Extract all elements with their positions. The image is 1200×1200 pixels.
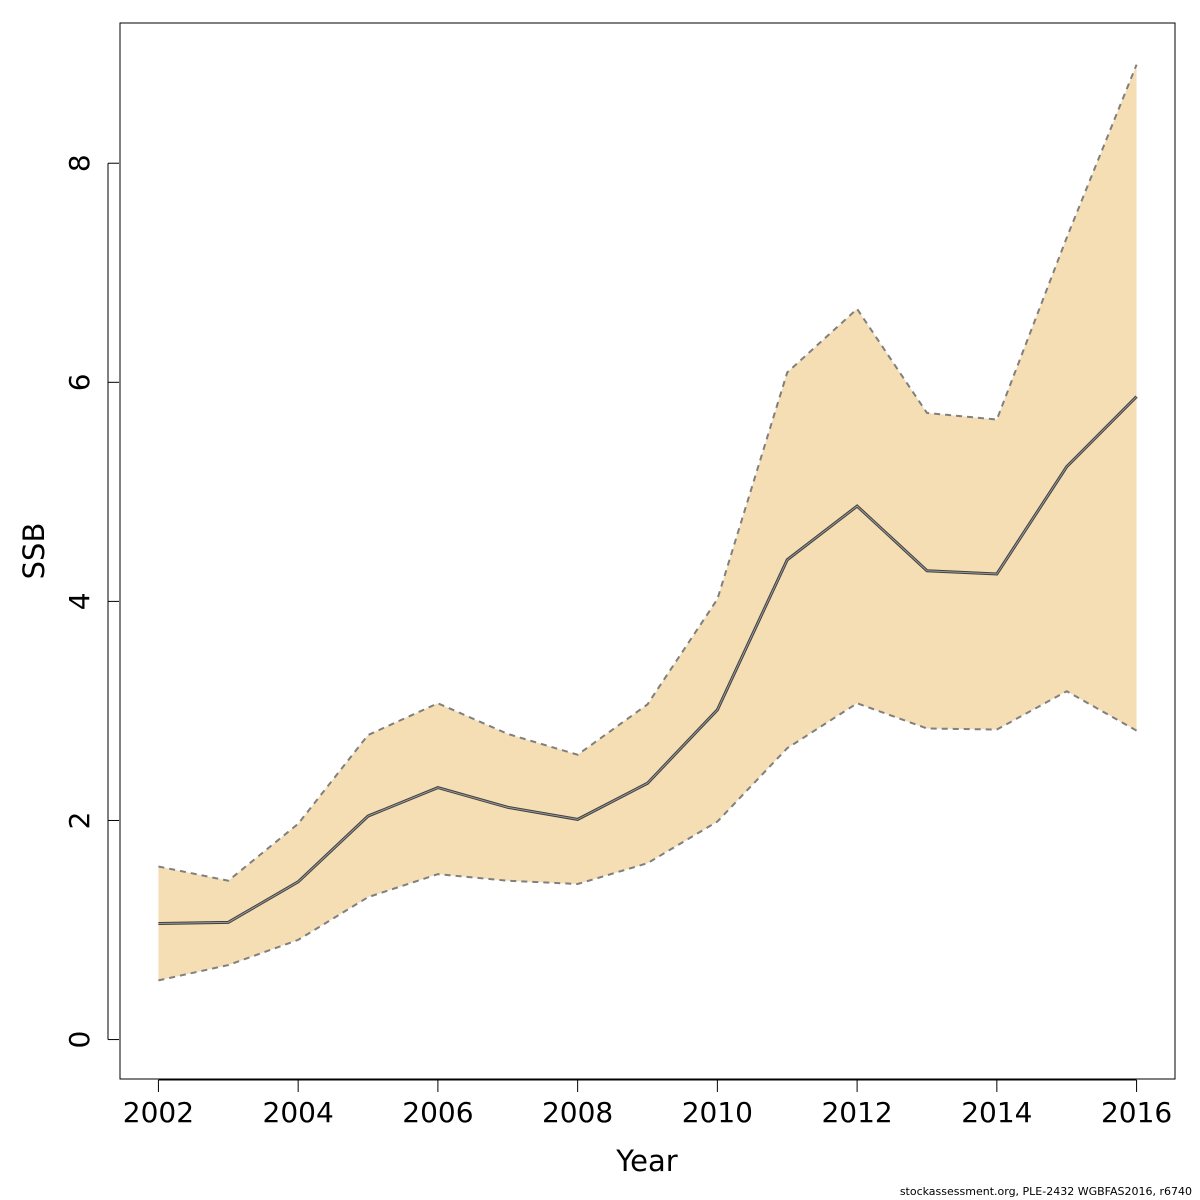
x-tick-label-2002: 2002 — [123, 1096, 194, 1129]
y-axis: 0 2 4 6 8 — [63, 154, 119, 1048]
x-tick-label-2010: 2010 — [682, 1096, 753, 1129]
y-tick-label-2: 2 — [63, 812, 96, 830]
estimate-line-layer — [158, 395, 1138, 925]
x-tick-label-2008: 2008 — [542, 1096, 613, 1129]
x-axis: 2002 2004 2006 2008 2010 2012 2014 2016 — [123, 1079, 1172, 1129]
plot-frame — [119, 22, 1176, 1080]
x-tick-label-2004: 2004 — [263, 1096, 334, 1129]
source-footer: stockassessment.org, PLE-2432 WGBFAS2016… — [899, 1185, 1192, 1198]
y-axis-title: SSB — [17, 523, 51, 580]
x-tick-label-2016: 2016 — [1101, 1096, 1172, 1129]
y-tick-label-6: 6 — [63, 373, 96, 391]
ssb-estimate-line-highlight — [158, 396, 1137, 924]
x-axis-title: Year — [615, 1144, 677, 1178]
upper-bound-line — [158, 64, 1138, 882]
y-tick-label-8: 8 — [63, 154, 96, 172]
x-tick-label-2014: 2014 — [961, 1096, 1032, 1129]
x-tick-label-2006: 2006 — [402, 1096, 473, 1129]
confidence-band — [158, 64, 1137, 981]
confidence-band-layer — [158, 64, 1138, 982]
y-tick-label-4: 4 — [63, 592, 96, 610]
x-tick-label-2012: 2012 — [821, 1096, 892, 1129]
y-tick-label-0: 0 — [63, 1031, 96, 1049]
